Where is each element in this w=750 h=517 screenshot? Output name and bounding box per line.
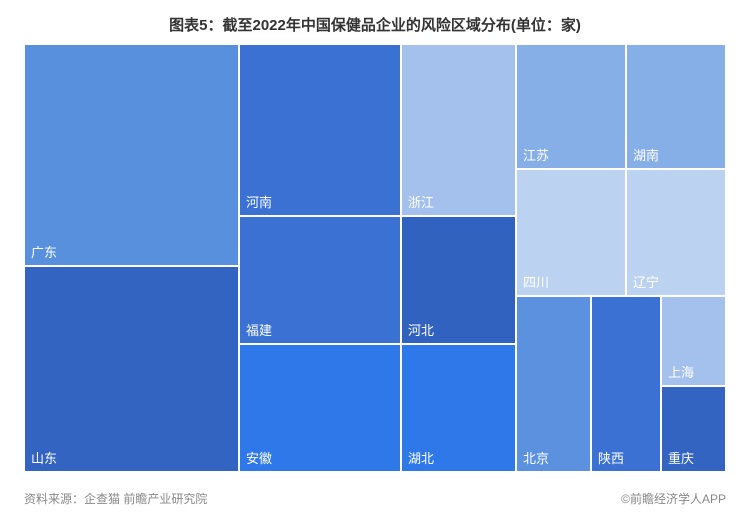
treemap-cell: 重庆 — [661, 386, 726, 472]
treemap-cell-label: 辽宁 — [633, 272, 659, 291]
treemap-cell: 河北 — [401, 216, 516, 344]
treemap-cell: 广东 — [24, 44, 239, 266]
treemap-cell: 陕西 — [591, 296, 661, 472]
treemap-cell-label: 浙江 — [408, 192, 434, 211]
treemap-cell: 河南 — [239, 44, 401, 216]
treemap-cell-label: 陕西 — [598, 448, 624, 467]
source-text: 资料来源：企查猫 前瞻产业研究院 — [24, 490, 207, 507]
treemap-cell: 山东 — [24, 266, 239, 472]
treemap-cell-label: 山东 — [31, 448, 57, 467]
treemap-cell: 浙江 — [401, 44, 516, 216]
treemap-cell-label: 湖北 — [408, 448, 434, 467]
treemap-cell-label: 上海 — [668, 362, 694, 381]
treemap-cell-label: 广东 — [31, 242, 57, 261]
treemap-cell-label: 湖南 — [633, 145, 659, 164]
treemap-cell: 湖南 — [626, 44, 726, 169]
chart-title: 图表5：截至2022年中国保健品企业的风险区域分布(单位：家) — [0, 0, 750, 45]
treemap-cell: 安徽 — [239, 344, 401, 472]
chart-footer: 资料来源：企查猫 前瞻产业研究院 ©前瞻经济学人APP — [24, 490, 726, 507]
treemap-cell: 湖北 — [401, 344, 516, 472]
treemap-cell-label: 重庆 — [668, 448, 694, 467]
treemap-cell: 北京 — [516, 296, 591, 472]
treemap-cell: 福建 — [239, 216, 401, 344]
treemap-cell: 上海 — [661, 296, 726, 386]
brand-text: ©前瞻经济学人APP — [621, 490, 726, 507]
treemap-cell: 辽宁 — [626, 169, 726, 296]
treemap-cell: 江苏 — [516, 44, 626, 169]
treemap-cell-label: 河北 — [408, 320, 434, 339]
treemap-cell-label: 河南 — [246, 192, 272, 211]
treemap-cell-label: 江苏 — [523, 145, 549, 164]
treemap-cell-label: 安徽 — [246, 448, 272, 467]
treemap-cell-label: 福建 — [246, 320, 272, 339]
treemap-cell-label: 北京 — [523, 448, 549, 467]
treemap-container: 广东山东 河南福建安徽 浙江河北湖北 江苏 湖南四川 辽宁北京 陕西 上海重庆 — [24, 44, 726, 472]
treemap-cell: 四川 — [516, 169, 626, 296]
treemap-cell-label: 四川 — [523, 272, 549, 291]
